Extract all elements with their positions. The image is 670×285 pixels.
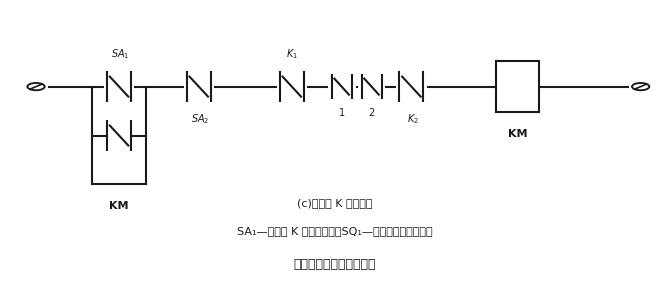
Text: SA$_1$: SA$_1$: [111, 48, 130, 62]
Text: 2: 2: [369, 107, 375, 118]
Text: KM: KM: [109, 201, 129, 211]
Text: 感应调压器的软启动电路: 感应调压器的软启动电路: [293, 258, 377, 270]
Text: KM: KM: [508, 129, 527, 139]
Text: SA$_2$: SA$_2$: [191, 112, 209, 126]
Bar: [496, 62, 539, 112]
Text: SA₁—接车器 K 的停止按鈕；SQ₁—调压器升压限位开关: SA₁—接车器 K 的停止按鈕；SQ₁—调压器升压限位开关: [237, 225, 433, 235]
Text: K$_2$: K$_2$: [407, 112, 419, 126]
Text: 1: 1: [338, 107, 344, 118]
Text: (c)接车器 K 控制回路: (c)接车器 K 控制回路: [297, 198, 373, 207]
Text: K$_1$: K$_1$: [286, 48, 298, 62]
